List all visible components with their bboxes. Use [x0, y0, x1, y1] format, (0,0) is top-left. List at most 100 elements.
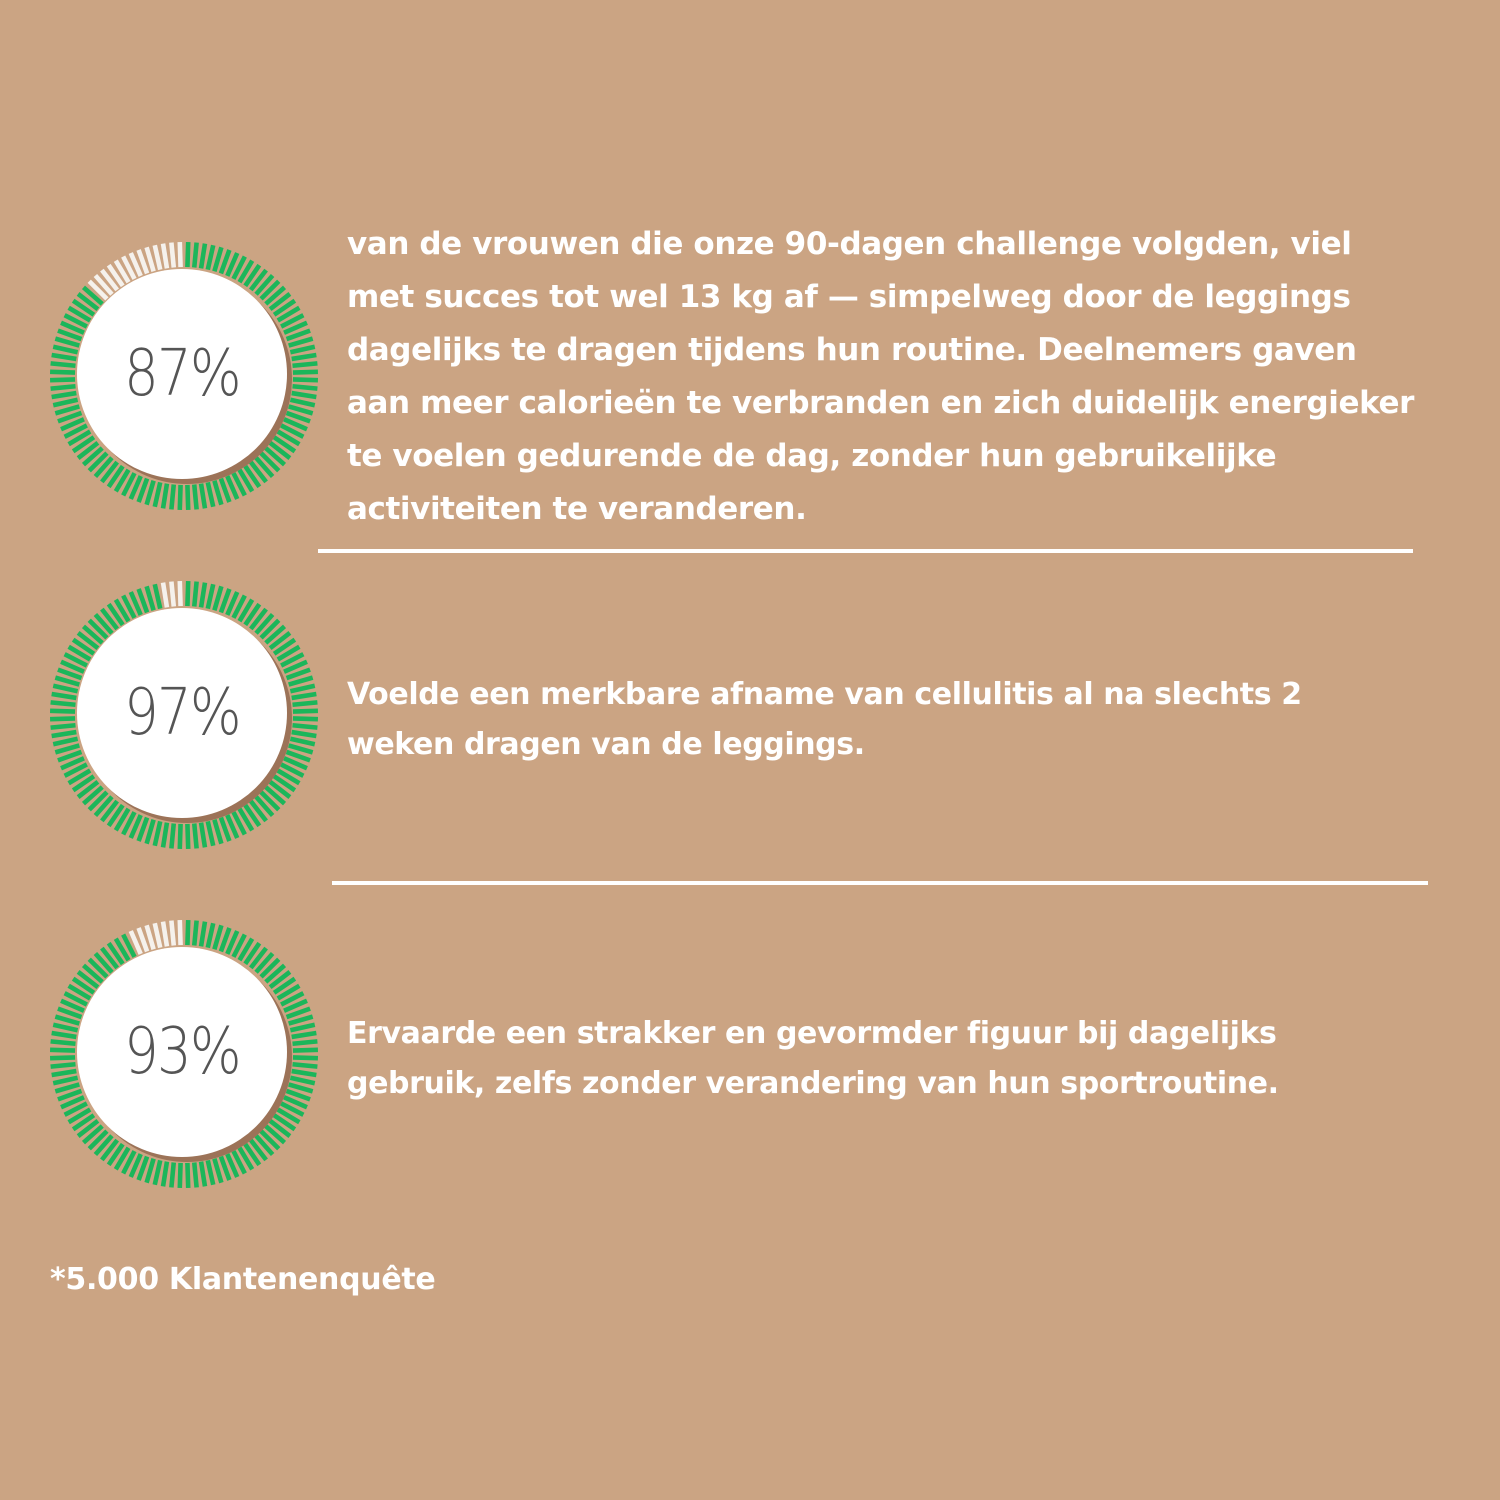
ring-segment-filled — [63, 991, 88, 1007]
progress-ring — [49, 580, 319, 850]
ring-segment-filled — [52, 1022, 79, 1033]
ring-segment-filled — [93, 1134, 114, 1157]
ring-segment-filled — [291, 1068, 317, 1078]
ring-segment-filled — [264, 446, 287, 467]
ring-segment-filled — [87, 790, 109, 812]
ring-segment-filled — [128, 1153, 143, 1178]
ring-segment-filled — [177, 1162, 183, 1189]
ring-segment-empty — [160, 921, 170, 947]
ring-segment-filled — [60, 756, 85, 771]
ring-segment-filled — [259, 1129, 281, 1151]
ring-segment-filled — [259, 279, 281, 301]
ring-segment-filled — [191, 1162, 199, 1188]
ring-segment-filled — [225, 591, 240, 616]
ring-segment-filled — [231, 1150, 247, 1175]
ring-segment-empty — [144, 924, 156, 950]
ring-segment-filled — [231, 811, 247, 836]
ring-segment-filled — [50, 361, 76, 369]
ring-segment-filled — [259, 957, 281, 979]
ring-segment-empty — [169, 242, 177, 268]
ring-segment-empty — [106, 263, 125, 288]
ring-segment-filled — [191, 242, 199, 268]
ring-segment-empty — [152, 244, 163, 271]
ring-segment-filled — [113, 807, 131, 832]
ring-segment-empty — [121, 255, 137, 280]
ring-segment-empty — [93, 273, 114, 296]
ring-segment-filled — [76, 1118, 100, 1138]
ring-segment-filled — [63, 313, 88, 329]
ring-segment-filled — [264, 963, 287, 984]
ring-segment-filled — [289, 397, 316, 408]
ring-segment-filled — [280, 991, 305, 1007]
ring-segment-empty — [177, 241, 183, 268]
ring-segment-filled — [87, 451, 109, 473]
ring-segment-filled — [106, 941, 125, 966]
ring-segment-filled — [136, 816, 150, 842]
stat-description: Voelde een merkbare afname van celluliti… — [347, 677, 1302, 762]
ring-segment-filled — [280, 423, 305, 439]
ring-segment-filled — [285, 749, 311, 763]
ring-segment-filled — [52, 736, 79, 747]
ring-segment-filled — [57, 667, 83, 681]
ring-segment-filled — [51, 352, 77, 362]
ring-segment-filled — [268, 440, 292, 460]
ring-segment-filled — [283, 320, 308, 335]
ring-segment-filled — [276, 768, 301, 786]
ring-segment-filled — [218, 927, 232, 953]
ring-segment-filled — [292, 1039, 318, 1047]
ring-segment-filled — [67, 644, 92, 662]
ring-segment-filled — [121, 811, 137, 836]
ring-segment-filled — [212, 246, 224, 272]
ring-segment-filled — [67, 305, 92, 323]
ring-segment-filled — [218, 1155, 232, 1181]
ring-segment-filled — [264, 785, 287, 806]
ring-segment-filled — [289, 344, 316, 355]
ring-segment-filled — [144, 480, 156, 506]
stat-description: Ervaarde een strakker en gevormder figuu… — [347, 1016, 1279, 1101]
ring-segment-filled — [198, 921, 208, 947]
ring-segment-filled — [231, 472, 247, 497]
ring-segment-filled — [292, 361, 318, 369]
ring-segment-filled — [292, 1061, 318, 1069]
stat-gauge-3: 93% — [48, 918, 320, 1190]
ring-segment-empty — [136, 249, 150, 275]
ring-segment-filled — [292, 1047, 319, 1053]
progress-ring — [49, 241, 319, 511]
stat-description: van de vrouwen die onze 90-dagen challen… — [347, 226, 1415, 527]
ring-segment-filled — [106, 803, 125, 828]
ring-segment-filled — [169, 484, 177, 510]
ring-segment-filled — [121, 1150, 137, 1175]
ring-segment-filled — [113, 598, 131, 623]
ring-segment-filled — [292, 1055, 319, 1061]
ring-segment-filled — [288, 743, 314, 755]
ring-segment-filled — [243, 263, 262, 288]
ring-segment-filled — [212, 924, 224, 950]
ring-segment-filled — [128, 591, 143, 616]
ring-segment-filled — [205, 244, 216, 271]
ring-segment-filled — [289, 1075, 316, 1086]
ring-segment-filled — [185, 241, 191, 268]
ring-segment-filled — [106, 602, 125, 627]
ring-segment-filled — [50, 383, 76, 391]
ring-segment-filled — [280, 1101, 305, 1117]
ring-segment-filled — [254, 1134, 275, 1157]
ring-segment-filled — [272, 1113, 297, 1132]
ring-segment-filled — [185, 580, 191, 607]
ring-segment-filled — [185, 1162, 191, 1189]
ring-segment-filled — [237, 937, 255, 962]
stat-percentage: 87% — [124, 337, 242, 411]
ring-segment-filled — [218, 588, 232, 614]
ring-segment-filled — [76, 970, 100, 990]
ring-segment-filled — [128, 475, 143, 500]
ring-segment-filled — [254, 456, 275, 479]
ring-segment-filled — [283, 1095, 308, 1110]
ring-segment-filled — [264, 624, 287, 645]
ring-segment-filled — [71, 435, 96, 454]
ring-segment-filled — [285, 328, 311, 342]
ring-segment-filled — [87, 618, 109, 640]
ring-segment-filled — [50, 722, 76, 730]
ring-segment-filled — [268, 631, 292, 651]
ring-segment-filled — [54, 404, 80, 416]
ring-segment-filled — [49, 716, 76, 722]
survey-footnote: *5.000 Klantenenquête — [50, 1262, 436, 1297]
